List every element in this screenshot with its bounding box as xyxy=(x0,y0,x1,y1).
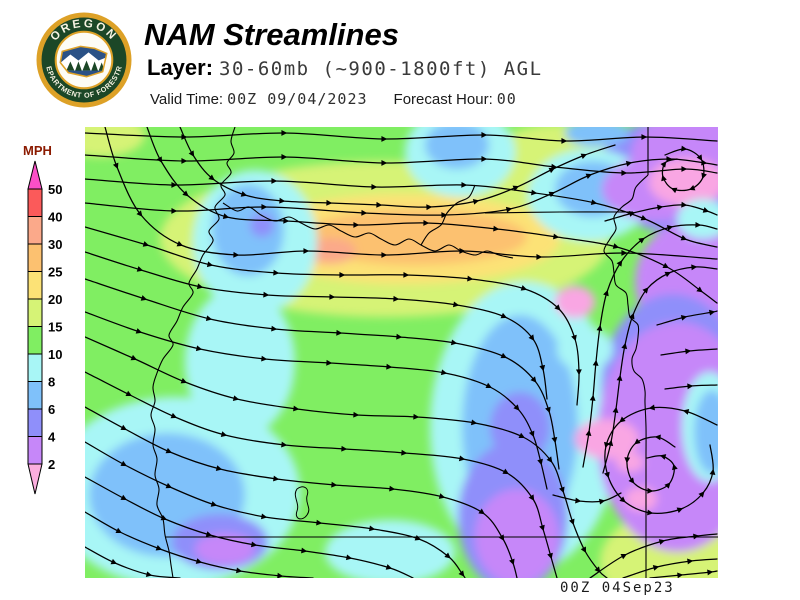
map-timestamp: 00Z 04Sep23 xyxy=(560,580,675,596)
streamline-map xyxy=(85,127,718,578)
svg-text:15: 15 xyxy=(48,320,62,335)
wind-speed-legend: 50 40 30 25 20 15 10 8 6 4 2 xyxy=(24,159,86,504)
svg-text:20: 20 xyxy=(48,292,62,307)
wind-speed-blob xyxy=(616,452,644,472)
wind-speed-blob xyxy=(555,286,595,318)
svg-text:30: 30 xyxy=(48,237,62,252)
svg-text:50: 50 xyxy=(48,182,62,197)
layer-line: Layer: 30-60mb (~900-1800ft) AGL xyxy=(147,55,543,81)
wind-speed-blob xyxy=(250,213,274,237)
forecast-hour-label: Forecast Hour: xyxy=(394,91,493,108)
layer-value: 30-60mb (~900-1800ft) AGL xyxy=(219,58,542,80)
valid-time-label: Valid Time: xyxy=(150,91,223,108)
wind-speed-blob xyxy=(557,327,613,371)
valid-time-line: Valid Time:00Z 09/04/2023 Forecast Hour:0… xyxy=(150,90,517,108)
page: OREGON DEPARTMENT OF FORESTRY NAM Stream… xyxy=(0,0,800,600)
svg-text:40: 40 xyxy=(48,210,62,225)
svg-text:25: 25 xyxy=(48,265,62,280)
forecast-hour-value: 00 xyxy=(497,90,517,108)
valid-time-value: 00Z 09/04/2023 xyxy=(227,90,367,108)
page-title: NAM Streamlines xyxy=(144,17,399,53)
svg-text:6: 6 xyxy=(48,402,55,417)
svg-text:8: 8 xyxy=(48,375,55,390)
wind-speed-blob xyxy=(195,533,255,565)
svg-text:10: 10 xyxy=(48,347,62,362)
svg-text:2: 2 xyxy=(48,457,55,472)
svg-text:4: 4 xyxy=(48,430,56,445)
layer-label: Layer: xyxy=(147,55,213,80)
legend-unit-label: MPH xyxy=(23,143,52,158)
odf-logo: OREGON DEPARTMENT OF FORESTRY xyxy=(36,12,132,108)
